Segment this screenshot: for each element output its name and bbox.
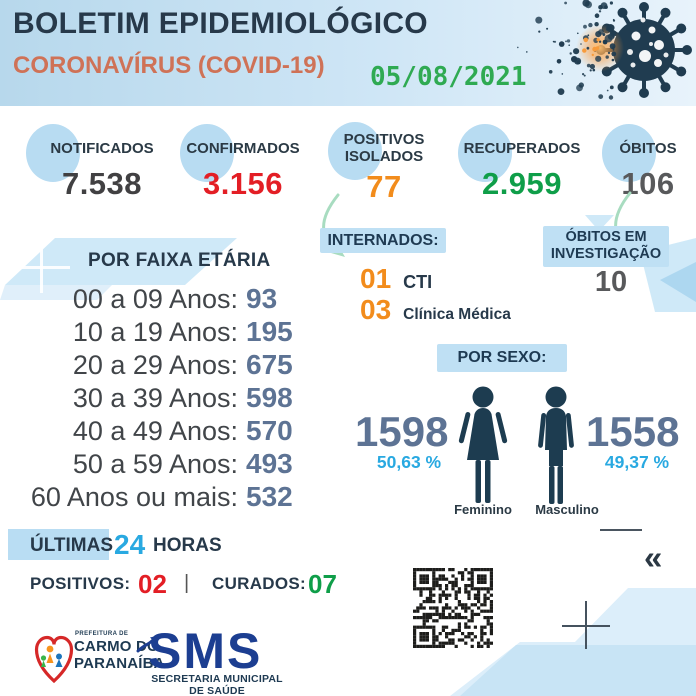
age-row-value: 532 [246, 481, 293, 512]
stat-value: 3.156 [202, 166, 284, 201]
page-title: BOLETIM EPIDEMIOLÓGICO [13, 7, 428, 40]
age-row: 10 a 19 Anos: 195 [0, 316, 302, 349]
sms-logo: SMS [148, 623, 263, 679]
age-row: 40 a 49 Anos: 570 [0, 415, 302, 448]
female-label: Feminino [454, 502, 512, 517]
clinic-label: Clínica Médica [403, 306, 511, 323]
clinic-count: 03 [360, 294, 392, 325]
plus-icon [16, 266, 70, 269]
age-row-value: 675 [246, 349, 293, 380]
cured-value: 07 [308, 569, 337, 599]
stat-label: NOTIFICADOS [50, 140, 154, 157]
hospitalized-clinic-row: 03 Clínica Médica [360, 294, 511, 326]
female-percent: 50,63 % [376, 452, 442, 472]
age-row-label: 20 a 29 Anos: [72, 350, 238, 380]
age-row-value: 493 [246, 448, 293, 479]
last24h-word: ÚLTIMAS [30, 535, 114, 556]
stat-recovered: RECUPERADOS 2.959 [458, 124, 586, 202]
divider: | [184, 572, 190, 594]
male-label: Masculino [535, 502, 599, 517]
double-chevron-icon: « [644, 539, 663, 576]
last24h-suffix: HORAS [153, 535, 222, 556]
stat-circle-decoration [26, 124, 80, 182]
dash-decoration [600, 529, 642, 531]
age-row-value: 598 [246, 382, 293, 413]
stat-circle-decoration [458, 124, 512, 182]
stat-label-line1: POSITIVOS [343, 131, 425, 148]
age-row-value: 570 [246, 415, 293, 446]
cti-label: CTI [403, 272, 433, 292]
stat-label: POSITIVOS ISOLADOS [328, 131, 440, 165]
stat-notified: NOTIFICADOS 7.538 [26, 124, 178, 202]
deaths-investigation-title-line2: INVESTIGAÇÃO [550, 246, 662, 263]
deaths-investigation-box: ÓBITOS EM INVESTIGAÇÃO [543, 226, 669, 267]
last24h-number: 24 [114, 529, 146, 560]
stat-label-line2: ISOLADOS [344, 147, 424, 165]
male-percent: 49,37 % [604, 452, 670, 472]
page-subtitle: CORONAVÍRUS (COVID-19) [13, 52, 325, 79]
prefecture-overline: PREFEITURA DE [75, 631, 129, 637]
male-count: 1558 [586, 408, 680, 455]
stat-deaths: ÓBITOS 106 [602, 124, 694, 202]
age-row: 60 Anos ou mais: 532 [0, 481, 302, 514]
sms-subtitle-line2: DE SAÚDE [189, 685, 245, 696]
age-row-value: 195 [246, 316, 293, 347]
stat-label: ÓBITOS [619, 140, 677, 157]
age-row: 30 a 39 Anos: 598 [0, 382, 302, 415]
hospitalized-box-title: INTERNADOS: [320, 228, 446, 253]
age-row-label: 40 a 49 Anos: [72, 416, 238, 446]
hospitalized-cti-row: 01 CTI [360, 263, 432, 295]
female-icon [458, 386, 508, 503]
stat-value: 106 [621, 166, 675, 201]
by-sex-box-title: POR SEXO: [437, 344, 567, 372]
age-row-value: 93 [246, 283, 278, 314]
cti-count: 01 [360, 263, 392, 294]
positives-value: 02 [138, 569, 167, 599]
deaths-investigation-value: 10 [594, 266, 628, 298]
deaths-investigation-title-line1: ÓBITOS EM [565, 229, 647, 245]
plus-icon [585, 601, 587, 649]
stat-value: 77 [366, 169, 402, 204]
stat-circle-decoration [180, 124, 234, 182]
prefecture-name-line2: PARANAÍBA [74, 655, 165, 672]
age-row-label: 10 a 19 Anos: [72, 317, 238, 347]
age-table: 00 a 09 Anos: 93 10 a 19 Anos: 195 20 a … [0, 283, 302, 514]
cured-label: CURADOS: [212, 574, 307, 593]
highlight-decoration [8, 529, 109, 560]
age-row: 20 a 29 Anos: 675 [0, 349, 302, 382]
stat-confirmed: CONFIRMADOS 3.156 [180, 124, 306, 202]
sms-subtitle: SECRETARIA MUNICIPAL DE SAÚDE [146, 673, 288, 696]
positives-label: POSITIVOS: [30, 574, 131, 593]
stat-isolated: POSITIVOS ISOLADOS 77 [328, 122, 440, 205]
age-row-label: 00 a 09 Anos: [72, 284, 238, 314]
age-row-label: 60 Anos ou mais: [30, 482, 238, 512]
stat-value: 2.959 [481, 166, 563, 201]
stat-circle-decoration [328, 122, 382, 180]
city-logo-heart-icon [34, 635, 74, 684]
age-row: 00 a 09 Anos: 93 [0, 283, 302, 316]
male-icon [538, 386, 574, 504]
stat-value: 7.538 [61, 166, 143, 201]
age-section-title: POR FAIXA ETÁRIA [88, 250, 271, 271]
age-row-label: 50 a 59 Anos: [72, 449, 238, 479]
stat-circle-decoration [602, 124, 656, 182]
age-row-label: 30 a 39 Anos: [72, 383, 238, 413]
stat-label: RECUPERADOS [463, 140, 581, 157]
stairs-decoration [450, 588, 696, 696]
qr-code [409, 564, 497, 652]
stat-label: CONFIRMADOS [186, 140, 300, 157]
female-count: 1598 [355, 408, 449, 455]
bulletin-date: 05/08/2021 [370, 62, 527, 92]
sms-subtitle-line1: SECRETARIA MUNICIPAL [151, 673, 283, 685]
age-row: 50 a 59 Anos: 493 [0, 448, 302, 481]
prefecture-name-line1: CARMO DO [74, 638, 159, 655]
